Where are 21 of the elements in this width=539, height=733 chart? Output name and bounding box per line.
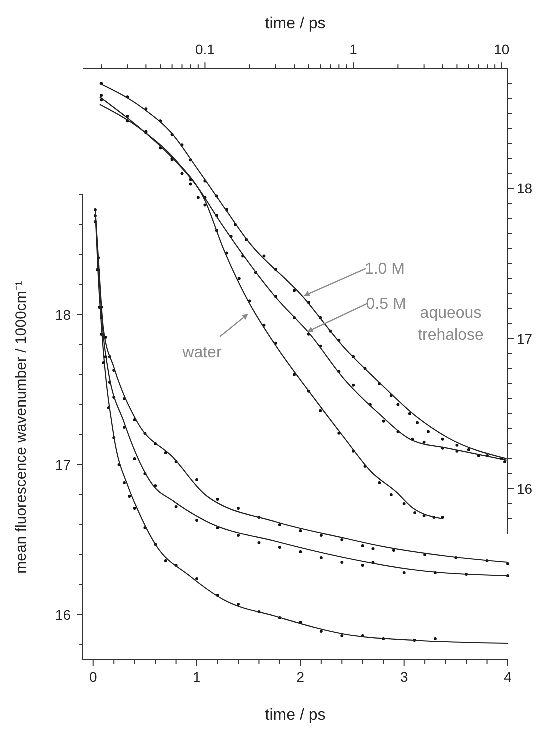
y-tick-label: 17 (55, 457, 72, 473)
x-tick-label: 0.1 (195, 42, 216, 58)
x-tick-label: 3 (400, 669, 408, 685)
annotation: water (182, 344, 222, 362)
x-tick-label: 0 (89, 669, 98, 685)
annotation: aqueous trehalose (418, 305, 484, 344)
x-tick-label: 4 (504, 669, 512, 685)
y-tick-label: 18 (517, 180, 533, 197)
x-axis-title: time / ps (265, 16, 326, 33)
annotation: 1.0 M (364, 260, 405, 278)
annotation: 0.5 M (366, 296, 406, 313)
y-tick-label: 16 (517, 480, 533, 497)
x-tick-label: 1 (193, 669, 202, 685)
y-tick-label: 16 (55, 607, 72, 623)
x-tick-label: 1 (350, 42, 358, 58)
x-tick-label: 2 (296, 669, 305, 685)
x-tick-label: 10 (494, 42, 510, 58)
y-tick-label: 18 (55, 307, 72, 323)
y-tick-label: 17 (517, 330, 533, 347)
x-axis-title: time / ps (265, 707, 326, 724)
y-axis-title: mean fluorescence wavenumber / 1000cm⁻¹ (13, 281, 30, 574)
